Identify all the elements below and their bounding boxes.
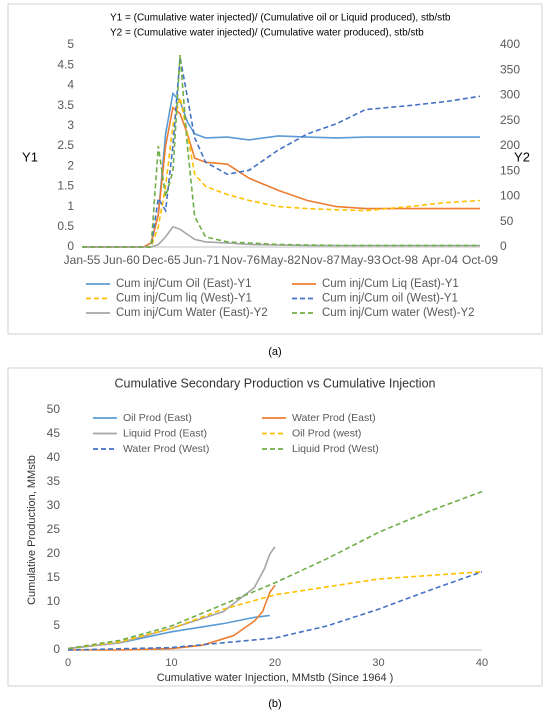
y-tick-label: 20 bbox=[47, 546, 61, 560]
y-tick-label: 2 bbox=[67, 158, 74, 172]
legend-label: Cum inj/Cum oil (West)-Y1 bbox=[322, 293, 458, 305]
legend-label: Cum inj/Cum liq (West)-Y1 bbox=[116, 293, 252, 305]
y-tick-label: 40 bbox=[47, 450, 61, 464]
x-tick-label: Oct-98 bbox=[382, 253, 418, 267]
legend-label: Oil Prod (East) bbox=[123, 412, 192, 424]
caption: (b) bbox=[268, 698, 281, 710]
y2-tick-label: 0 bbox=[500, 239, 507, 253]
y-tick-label: 0 bbox=[67, 239, 74, 253]
y2-tick-label: 200 bbox=[500, 138, 520, 152]
legend-label: Liquid Prod (West) bbox=[292, 443, 379, 455]
y-tick-label: 4 bbox=[67, 78, 74, 92]
x-tick-label: Jun-71 bbox=[183, 253, 220, 267]
y-tick-label: 50 bbox=[47, 402, 61, 416]
series-line bbox=[82, 91, 480, 248]
series-line bbox=[67, 490, 483, 650]
caption: (a) bbox=[268, 346, 281, 358]
y-tick-label: 0.5 bbox=[57, 219, 74, 233]
legend-label: Water Prod (West) bbox=[123, 443, 209, 455]
legend-label: Cum inj/Cum Oil (East)-Y1 bbox=[116, 278, 251, 290]
y-tick-label: 1 bbox=[67, 199, 74, 213]
y-tick-label: 5 bbox=[67, 37, 74, 51]
series-line bbox=[67, 571, 483, 650]
y-tick-label: 0 bbox=[53, 642, 60, 656]
annotation: Y1 = (Cumulative water injected)/ (Cumul… bbox=[110, 13, 451, 24]
y2-tick-label: 300 bbox=[500, 88, 520, 102]
y-tick-label: 1.5 bbox=[57, 179, 74, 193]
x-tick-label: Dec-65 bbox=[142, 253, 181, 267]
x-tick-label: 10 bbox=[165, 657, 177, 669]
y-tick-label: 3 bbox=[67, 118, 74, 132]
series-line bbox=[67, 571, 483, 651]
y2-axis-title: Y2 bbox=[514, 149, 530, 164]
y-tick-label: 3.5 bbox=[57, 98, 74, 112]
x-tick-label: Jun-60 bbox=[103, 253, 140, 267]
y-tick-label: 25 bbox=[47, 522, 61, 536]
x-tick-label: May-82 bbox=[261, 253, 301, 267]
series-line bbox=[82, 55, 480, 248]
y-tick-label: 4.5 bbox=[57, 57, 74, 71]
y-tick-label: 45 bbox=[47, 426, 61, 440]
annotation: Y2 = (Cumulative water injected)/ (Cumul… bbox=[110, 28, 424, 39]
legend-label: Cum inj/Cum Water (East)-Y2 bbox=[116, 307, 268, 319]
series-line bbox=[68, 584, 276, 651]
y-tick-label: 15 bbox=[47, 570, 61, 584]
x-tick-label: 40 bbox=[476, 657, 488, 669]
legend-label: Oil Prod (west) bbox=[292, 427, 361, 439]
series-line bbox=[82, 106, 480, 248]
panel-frame bbox=[7, 3, 543, 335]
x-tick-label: 20 bbox=[269, 657, 281, 669]
y-axis-title: Cumulative Production, MMstb bbox=[26, 455, 38, 605]
y2-tick-label: 400 bbox=[500, 37, 520, 51]
legend-label: Water Prod (East) bbox=[292, 412, 376, 424]
x-axis-title: Cumulative water Injection, MMstb (Since… bbox=[157, 672, 394, 684]
series-line bbox=[82, 225, 480, 248]
x-tick-label: Jan-55 bbox=[64, 253, 101, 267]
panel-frame bbox=[7, 367, 543, 687]
series-line bbox=[82, 97, 481, 248]
y-tick-label: 35 bbox=[47, 474, 61, 488]
legend-label: Liquid Prod (East) bbox=[123, 427, 207, 439]
x-tick-label: 0 bbox=[65, 657, 71, 669]
y2-tick-label: 350 bbox=[500, 62, 520, 76]
y2-tick-label: 50 bbox=[500, 214, 514, 228]
y2-tick-label: 100 bbox=[500, 189, 520, 203]
legend-label: Cum inj/Cum Liq (East)-Y1 bbox=[322, 278, 459, 290]
y-tick-label: 5 bbox=[53, 618, 60, 632]
x-tick-label: 30 bbox=[372, 657, 384, 669]
x-tick-label: Oct-09 bbox=[462, 253, 498, 267]
y-tick-label: 30 bbox=[47, 498, 61, 512]
x-tick-label: Apr-04 bbox=[422, 253, 458, 267]
series-line bbox=[67, 546, 276, 650]
x-tick-label: Nov-87 bbox=[301, 253, 340, 267]
y-axis-title: Y1 bbox=[22, 149, 38, 164]
legend-label: Cum inj/Cum water (West)-Y2 bbox=[322, 307, 475, 319]
series-line bbox=[82, 56, 481, 248]
chart-title: Cumulative Secondary Production vs Cumul… bbox=[115, 376, 436, 390]
y-tick-label: 10 bbox=[47, 594, 61, 608]
y2-tick-label: 250 bbox=[500, 113, 520, 127]
y2-tick-label: 150 bbox=[500, 163, 520, 177]
x-tick-label: May-93 bbox=[341, 253, 381, 267]
x-tick-label: Nov-76 bbox=[221, 253, 260, 267]
y-tick-label: 2.5 bbox=[57, 138, 74, 152]
